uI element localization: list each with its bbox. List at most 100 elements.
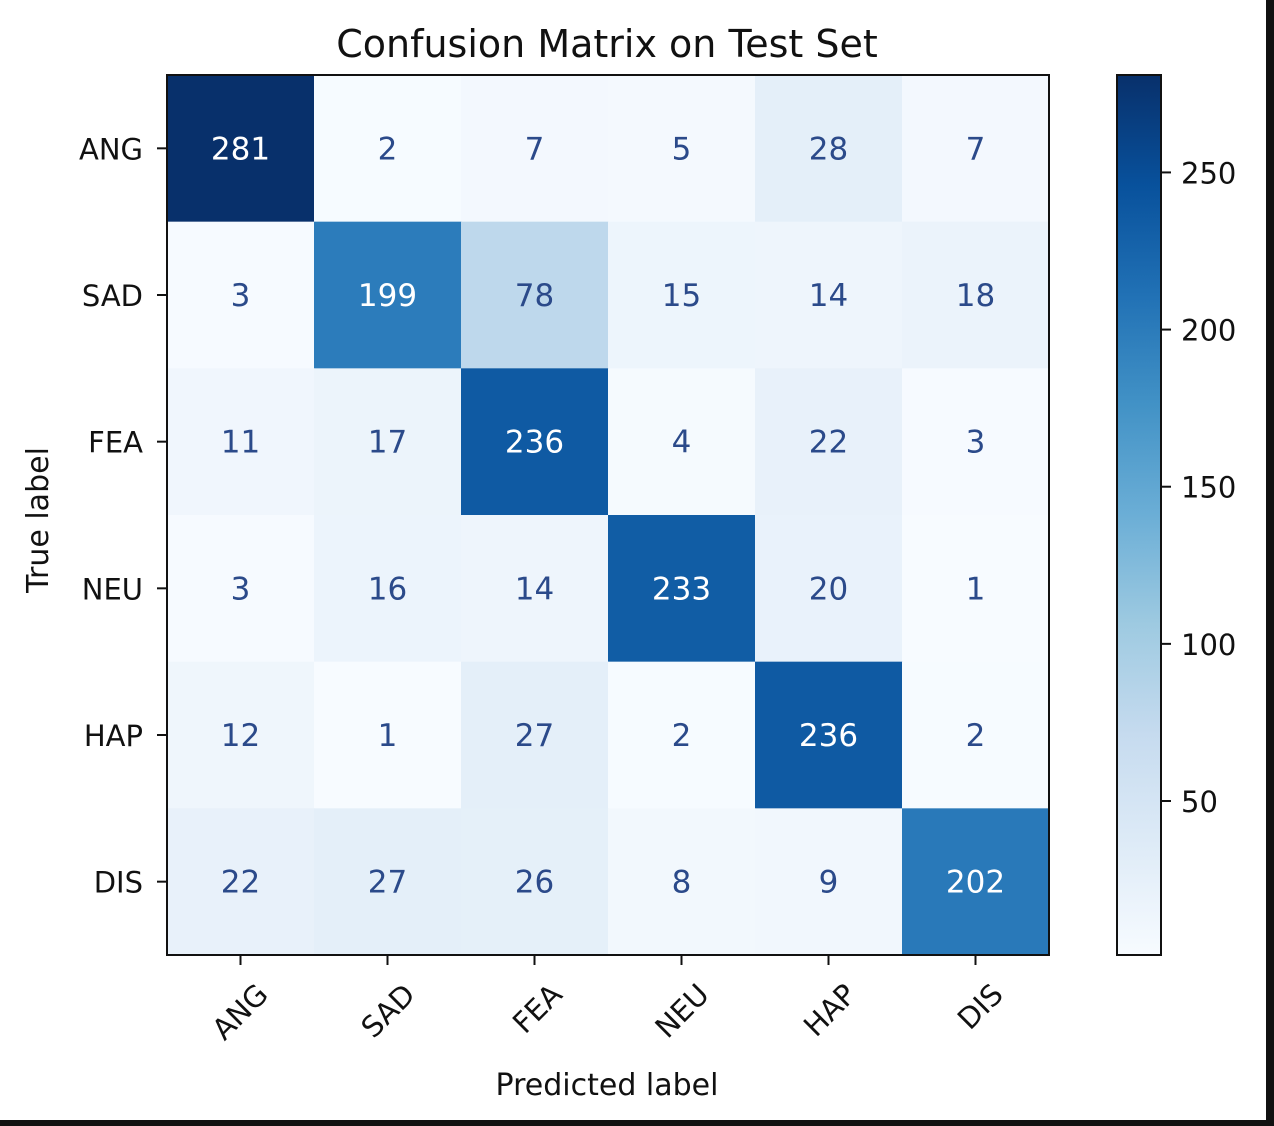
cell-value-label: 7 — [525, 131, 545, 167]
cell-value-label: 2 — [378, 131, 398, 167]
screen-edge-right — [1266, 0, 1274, 1126]
colorbar-tick-label: 50 — [1181, 785, 1218, 819]
heatmap-cell — [461, 75, 609, 223]
cell-value-label: 78 — [515, 278, 554, 314]
cell-value-label: 16 — [368, 571, 407, 607]
cell-value-label: 1 — [378, 718, 398, 754]
heatmap-cell — [461, 661, 609, 809]
cell-value-label: 3 — [231, 278, 251, 314]
cell-value-label: 7 — [966, 131, 986, 167]
cell-value-label: 22 — [809, 425, 848, 461]
cell-value-label: 14 — [515, 571, 554, 607]
cell-value-label: 236 — [505, 425, 564, 461]
heatmap-cell — [902, 368, 1050, 516]
heatmap-cell — [167, 661, 315, 809]
heatmap-cell — [608, 808, 756, 956]
x-tick-label: HAP — [797, 977, 863, 1043]
heatmap-cell — [314, 75, 462, 223]
heatmap-cell — [167, 515, 315, 663]
cell-value-label: 11 — [221, 425, 260, 461]
cell-value-label: 199 — [358, 278, 417, 314]
x-tick-label: FEA — [506, 977, 569, 1040]
y-tick-label: ANG — [79, 132, 143, 166]
x-axis: ANG SAD FEA NEU HAP DIS — [205, 955, 1010, 1046]
y-axis-label: True label — [21, 447, 56, 594]
heatmap-cells — [167, 75, 1050, 956]
cell-value-label: 27 — [515, 718, 554, 754]
x-tick-label: SAD — [354, 977, 421, 1044]
colorbar: 50 100 150 200 250 — [1116, 74, 1236, 956]
heatmap-cell — [755, 808, 903, 956]
heatmap-cell — [461, 808, 609, 956]
colorbar-tick-label: 100 — [1181, 628, 1236, 662]
cell-value-label: 1 — [966, 571, 986, 607]
colorbar-tick-label: 150 — [1181, 471, 1236, 505]
cell-value-label: 2 — [672, 718, 692, 754]
heatmap-cell — [902, 515, 1050, 663]
x-tick-label: DIS — [951, 977, 1010, 1036]
y-tick-label: HAP — [84, 719, 143, 753]
cell-value-label: 236 — [799, 718, 858, 754]
heatmap-cell — [314, 661, 462, 809]
x-tick-label: ANG — [205, 977, 274, 1046]
cell-value-label: 15 — [662, 278, 701, 314]
heatmap-cell — [167, 75, 315, 223]
heatmap-cell — [755, 221, 903, 369]
heatmap-cell — [902, 808, 1050, 956]
cell-value-label: 8 — [672, 865, 692, 901]
heatmap-cell — [314, 368, 462, 516]
cell-value-label: 4 — [672, 425, 692, 461]
x-axis-label: Predicted label — [496, 1068, 719, 1103]
heatmap-cell — [314, 221, 462, 369]
heatmap-cell — [608, 221, 756, 369]
x-tick-label: NEU — [648, 977, 715, 1044]
cell-value-label: 3 — [231, 571, 251, 607]
heatmap-cell — [902, 661, 1050, 809]
heatmap-cell — [902, 75, 1050, 223]
y-tick-label: SAD — [82, 279, 143, 313]
cell-value-label: 20 — [809, 571, 848, 607]
colorbar-tick-label: 250 — [1181, 156, 1236, 190]
cell-value-label: 28 — [809, 131, 848, 167]
heatmap-cell — [167, 368, 315, 516]
cell-value-label: 12 — [221, 718, 260, 754]
cell-value-label: 202 — [946, 865, 1005, 901]
chart-title: Confusion Matrix on Test Set — [336, 22, 878, 66]
cell-value-label: 17 — [368, 425, 407, 461]
cell-value-label: 233 — [652, 571, 711, 607]
colorbar-tick-label: 200 — [1181, 314, 1236, 348]
heatmap-cell — [461, 515, 609, 663]
heatmap-cell — [167, 808, 315, 956]
heatmap-cell — [314, 808, 462, 956]
heatmap-cell — [461, 368, 609, 516]
heatmap-cell — [755, 515, 903, 663]
y-tick-label: NEU — [82, 572, 143, 606]
cell-value-label: 9 — [819, 865, 839, 901]
heatmap-cell — [608, 368, 756, 516]
y-tick-label: FEA — [88, 426, 143, 460]
heatmap-cell — [902, 221, 1050, 369]
screen-edge-bottom — [0, 1120, 1274, 1126]
heatmap-cell — [608, 661, 756, 809]
heatmap-cell — [608, 75, 756, 223]
cell-value-label: 27 — [368, 865, 407, 901]
heatmap-cell — [608, 515, 756, 663]
heatmap-cell — [314, 515, 462, 663]
heatmap-cell — [167, 221, 315, 369]
heatmap-cell — [755, 368, 903, 516]
cell-value-label: 22 — [221, 865, 260, 901]
heatmap-cell — [755, 75, 903, 223]
cell-value-label: 2 — [966, 718, 986, 754]
cell-value-label: 18 — [956, 278, 995, 314]
cell-value-label: 281 — [211, 131, 270, 167]
heatmap-cell — [755, 661, 903, 809]
heatmap-cell — [461, 221, 609, 369]
y-tick-label: DIS — [94, 866, 143, 900]
y-axis: ANG SAD FEA NEU HAP DIS — [79, 132, 167, 900]
plot-border — [166, 74, 1050, 956]
colorbar-gradient — [1116, 74, 1162, 956]
cell-value-label: 5 — [672, 131, 692, 167]
